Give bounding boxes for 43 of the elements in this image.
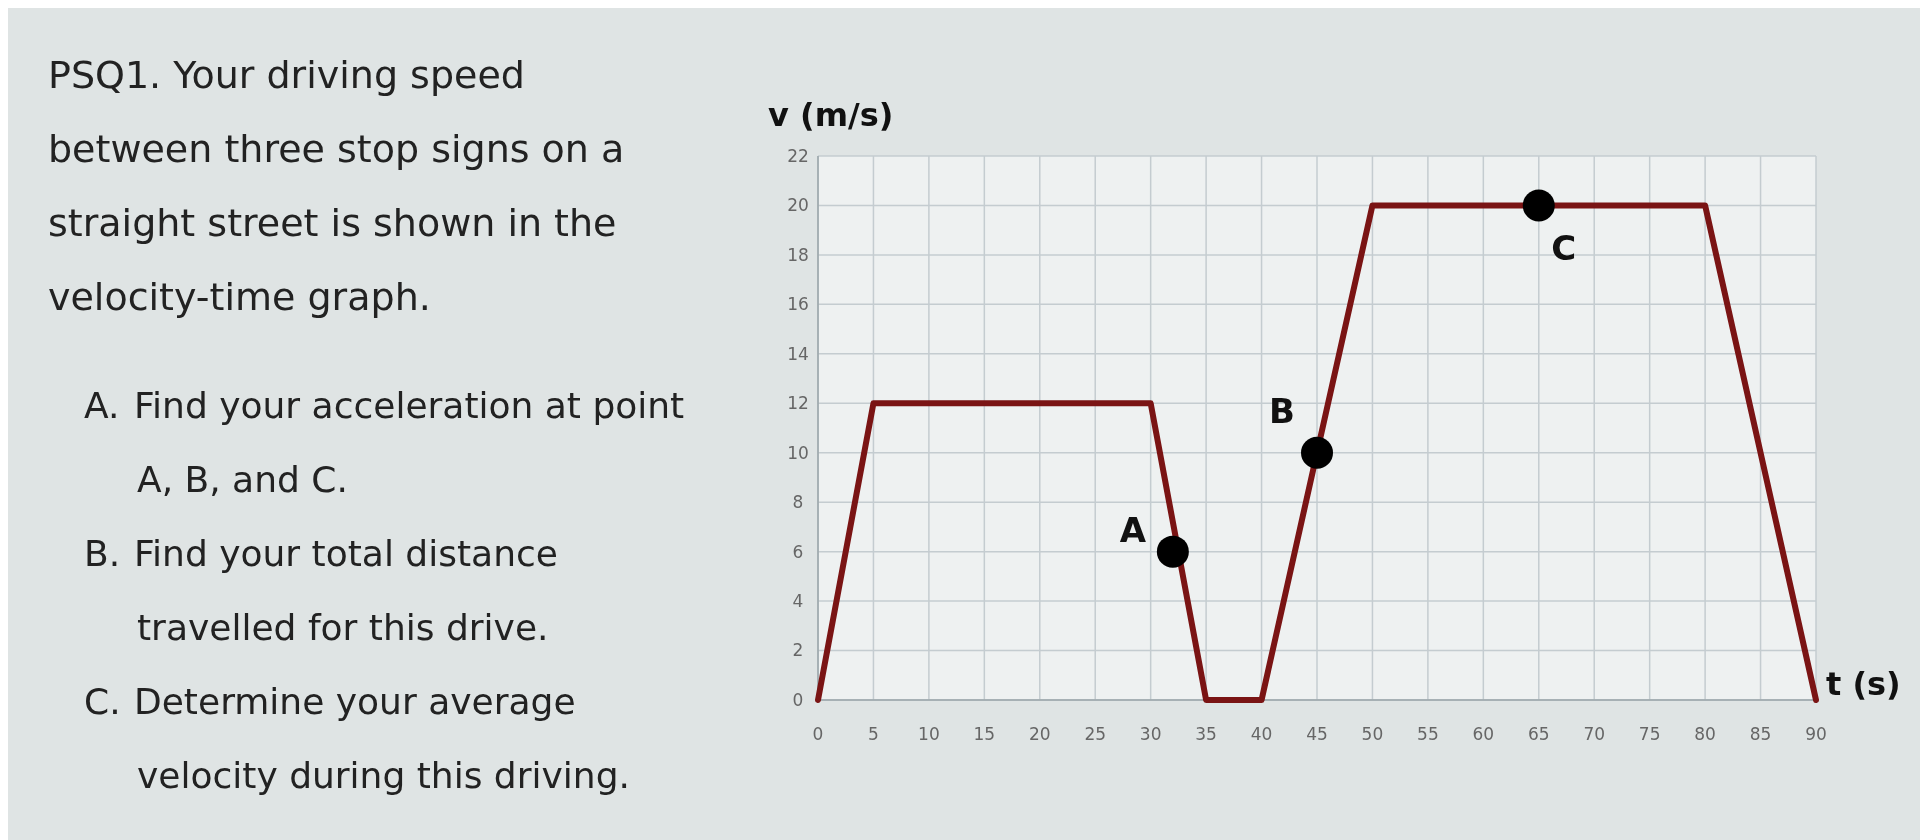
x-axis-title: t (s) xyxy=(1826,665,1901,703)
text: B. Find your total distance travelled for this drive. xyxy=(84,533,558,648)
point xyxy=(1301,436,1333,469)
x-tick-label: 0 xyxy=(812,724,824,744)
x-tick-label: 60 xyxy=(1472,724,1495,744)
y-tick-label: 16 xyxy=(787,294,809,315)
x-tick-label: 35 xyxy=(1195,724,1217,744)
x-tick-label: 85 xyxy=(1749,724,1772,744)
x-tick-label: 30 xyxy=(1139,724,1162,744)
y-tick-label: 20 xyxy=(787,195,809,216)
x-tick-label: 70 xyxy=(1583,724,1606,744)
x-tick-label: 5 xyxy=(868,724,879,744)
x-tick-label: 75 xyxy=(1638,724,1661,744)
annotation: A xyxy=(1119,509,1147,550)
annotation: C xyxy=(1551,228,1577,269)
point xyxy=(1156,535,1189,568)
y-tick-label: 0 xyxy=(792,689,804,710)
x-tick-label: 90 xyxy=(1805,724,1827,744)
y-tick-label: 12 xyxy=(787,393,809,414)
annotation: B xyxy=(1269,390,1295,431)
y-tick-label: 6 xyxy=(792,541,804,562)
text: C. Determine your average velocity during this driving. xyxy=(84,681,630,796)
x-tick-label: 45 xyxy=(1306,724,1328,744)
y-tick-label: 18 xyxy=(787,244,809,265)
point xyxy=(1522,189,1555,222)
x-tick-label: 20 xyxy=(1028,724,1051,744)
x-tick-label: 80 xyxy=(1694,724,1716,744)
y-tick-label: 2 xyxy=(792,640,804,661)
x-tick-label: 40 xyxy=(1250,724,1273,744)
x-tick-label: 10 xyxy=(918,724,940,744)
text: A. Find your acceleration at point A, B, and C. xyxy=(84,385,685,500)
x-tick-label: 65 xyxy=(1527,724,1550,744)
y-tick-label: 10 xyxy=(787,442,809,463)
y-tick-label: 4 xyxy=(792,591,804,612)
x-tick-label: 55 xyxy=(1417,724,1439,744)
text: PSQ1. Your driving speed between three stop signs on a straight street is shown in the velocity-time graph. xyxy=(48,53,625,319)
x-tick-label: 25 xyxy=(1084,724,1107,744)
y-tick-label: 22 xyxy=(787,145,809,166)
x-tick-label: 50 xyxy=(1361,724,1384,744)
x-tick-label: 15 xyxy=(973,724,996,744)
y-tick-label: 8 xyxy=(792,492,804,513)
y-axis-title: v (m/s) xyxy=(768,96,894,134)
y-tick-label: 14 xyxy=(787,343,809,364)
